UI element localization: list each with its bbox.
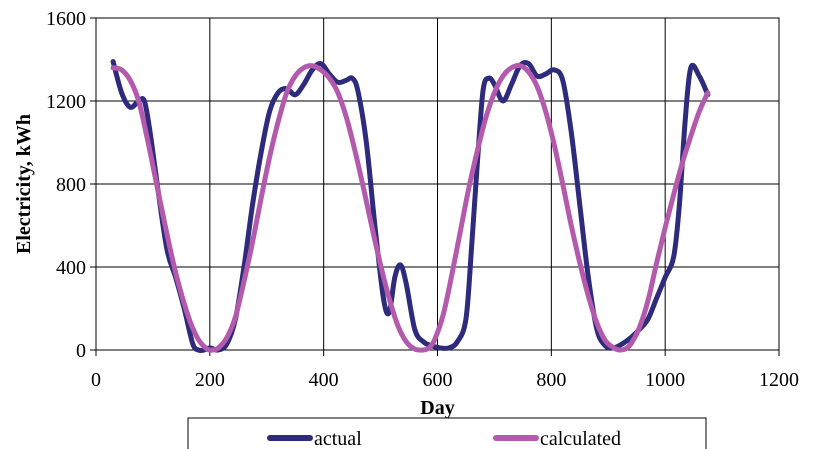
y-tick-label: 800 xyxy=(56,174,86,196)
x-tick-label: 1000 xyxy=(645,369,685,391)
series-lines xyxy=(110,59,711,354)
y-tick-label: 0 xyxy=(76,340,86,362)
x-tick-label: 600 xyxy=(423,369,453,391)
y-axis-ticks: 0 400 800 1200 1600 xyxy=(46,8,96,362)
x-axis-ticks: 0 200 400 600 800 1000 1200 xyxy=(91,350,799,391)
y-tick-label: 1200 xyxy=(46,91,86,113)
series-line-calculated xyxy=(110,63,711,353)
x-tick-label: 1200 xyxy=(759,369,799,391)
legend: actual calculated xyxy=(187,417,707,449)
x-axis-title: Day xyxy=(420,397,454,419)
y-tick-label: 1600 xyxy=(46,8,86,30)
legend-label-actual: actual xyxy=(314,428,362,449)
series-line-actual xyxy=(110,59,711,354)
legend-box xyxy=(187,417,707,449)
x-tick-label: 0 xyxy=(91,369,101,391)
x-tick-label: 400 xyxy=(309,369,339,391)
y-tick-label: 400 xyxy=(56,257,86,279)
x-tick-label: 200 xyxy=(195,369,225,391)
y-axis-title: Electricity, kWh xyxy=(13,114,35,254)
x-tick-label: 800 xyxy=(536,369,566,391)
legend-label-calculated: calculated xyxy=(540,428,621,449)
